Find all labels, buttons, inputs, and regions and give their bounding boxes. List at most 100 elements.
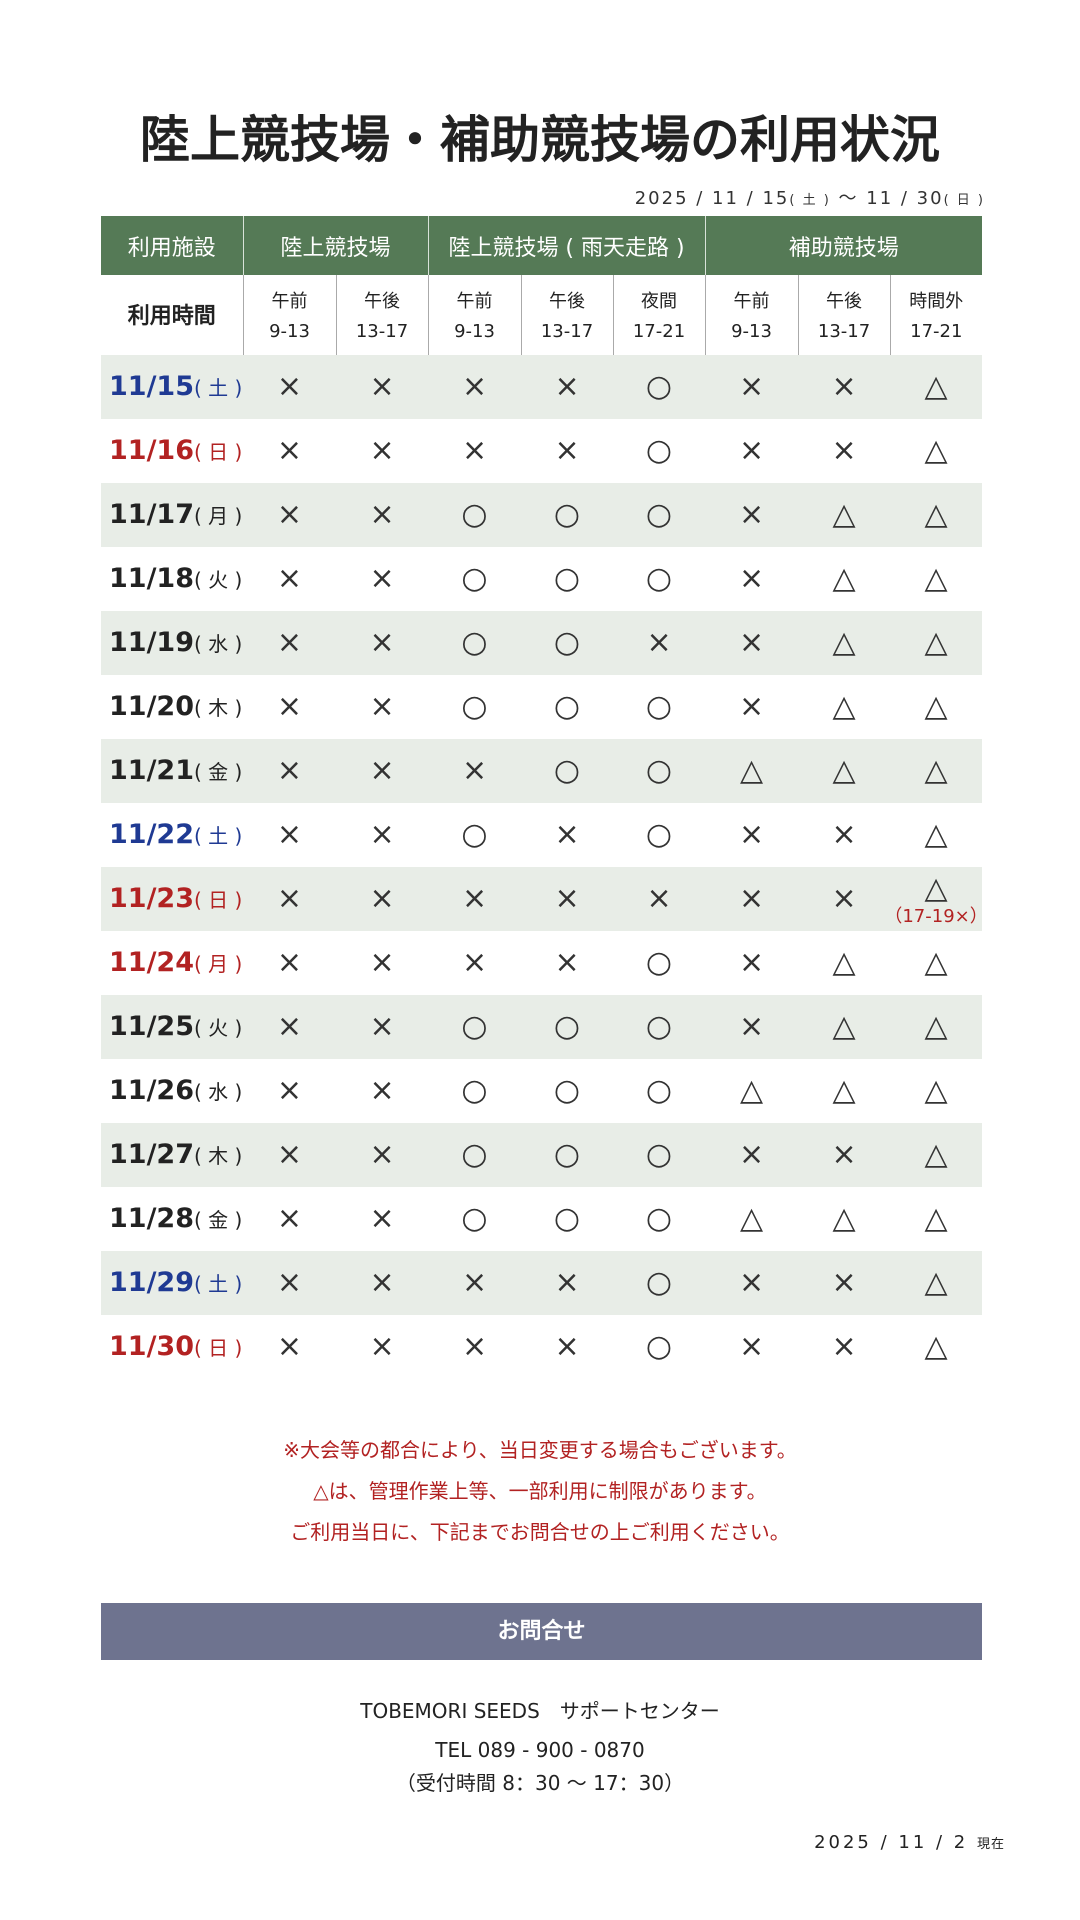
period-start-day: ( 土 ) <box>789 193 831 208</box>
status-cell: × <box>428 867 522 931</box>
slot-hours: 13-17 <box>817 321 871 342</box>
note: ※大会等の都合により、当日変更する場合もございます。 <box>283 1438 797 1462</box>
status-mark: ○ <box>461 1137 488 1172</box>
weekday: ( 火 ) <box>194 567 243 592</box>
date: 11/28 <box>109 1202 195 1234</box>
status-mark: △ <box>924 561 948 596</box>
weekday: ( 土 ) <box>194 823 243 848</box>
table-row: 11/24( 月 ) × × × × ○ × △ △ <box>101 931 982 995</box>
status-mark: ○ <box>553 1137 581 1172</box>
status-mark: △ <box>924 871 948 906</box>
status-mark: × <box>831 881 857 916</box>
status-cell: × <box>521 867 614 931</box>
date-cell: 11/20( 木 ) <box>101 675 243 739</box>
table-row: 11/30( 日 ) × × × × ○ × × △ <box>101 1315 982 1379</box>
status-mark: △ <box>739 1073 764 1108</box>
slot-name: 午前 <box>733 291 770 312</box>
status-mark: × <box>369 561 395 596</box>
status-mark: △ <box>924 625 948 660</box>
status-mark: ○ <box>553 1009 581 1044</box>
status-cell: × <box>705 483 799 547</box>
time-slot-header: 午前 9-13 <box>704 275 799 355</box>
status-cell: ○ <box>613 1123 706 1187</box>
status-cell: ○ <box>428 1187 521 1251</box>
status-mark: × <box>461 753 488 788</box>
table-row: 11/18( 火 ) × × ○ ○ ○ × △ △ <box>101 547 982 611</box>
period-sep: 〜 <box>830 188 867 209</box>
status-mark: ○ <box>645 1329 673 1364</box>
weekday: ( 日 ) <box>194 887 243 912</box>
date-cell: 11/15( 土 ) <box>101 355 243 419</box>
status-cell: × <box>243 931 336 995</box>
status-cell: ○ <box>521 611 614 675</box>
status-mark: × <box>831 1329 857 1364</box>
status-mark: × <box>738 1329 765 1364</box>
date-cell: 11/26( 水 ) <box>101 1059 243 1123</box>
status-cell: × <box>243 675 336 739</box>
status-mark: △ <box>832 561 856 596</box>
status-note: （17-19×） <box>884 906 988 927</box>
status-cell: × <box>521 355 614 419</box>
status-cell: △ <box>890 803 982 867</box>
date: 11/27 <box>109 1138 195 1170</box>
status-mark: × <box>276 817 303 852</box>
status-mark: ○ <box>461 561 488 596</box>
status-cell: ○ <box>521 995 614 1059</box>
table-row: 11/27( 木 ) × × ○ ○ ○ × × △ <box>101 1123 983 1187</box>
status-cell: × <box>428 739 522 803</box>
status-mark: × <box>276 369 303 404</box>
status-mark: × <box>738 945 765 980</box>
status-mark: △ <box>924 1201 948 1236</box>
date: 11/19 <box>109 626 195 658</box>
status-cell: △ <box>890 931 982 995</box>
date: 11/22 <box>109 818 195 850</box>
status-cell: ○ <box>613 1251 706 1315</box>
status-cell: × <box>243 867 336 931</box>
contact-tel[interactable]: TEL 089 - 900 - 0870 <box>435 1738 645 1762</box>
date-cell: 11/18( 火 ) <box>101 547 243 611</box>
date: 11/26 <box>109 1074 195 1106</box>
status-mark: △ <box>832 1073 856 1108</box>
status-cell: ○ <box>613 995 706 1059</box>
contact-hours: （受付時間 8：30 〜 17：30） <box>395 1771 685 1795</box>
status-cell: ○ <box>428 611 522 675</box>
status-mark: × <box>738 1137 765 1172</box>
status-mark: ○ <box>461 1009 488 1044</box>
status-cell: × <box>336 419 428 483</box>
status-mark: ○ <box>553 625 581 660</box>
status-cell: × <box>705 995 799 1059</box>
status-mark: × <box>276 1137 303 1172</box>
status-mark: × <box>461 1265 488 1300</box>
slot-hours: 17-21 <box>632 321 686 342</box>
table-row: 11/25( 火 ) × × ○ ○ ○ × △ △ <box>101 995 983 1059</box>
status-mark: × <box>369 817 395 852</box>
weekday: ( 金 ) <box>194 1207 243 1232</box>
status-cell: △ <box>890 1123 983 1187</box>
status-cell: × <box>705 1315 798 1379</box>
date: 11/17 <box>109 498 195 530</box>
status-mark: △ <box>739 1201 764 1236</box>
status-cell: × <box>336 547 428 611</box>
weekday: ( 土 ) <box>194 1271 243 1296</box>
weekday: ( 月 ) <box>194 503 243 528</box>
status-cell: ○ <box>521 547 613 611</box>
status-cell: ○ <box>428 995 522 1059</box>
status-cell: × <box>243 995 336 1059</box>
status-mark: ○ <box>461 1073 488 1108</box>
status-cell: △ <box>890 611 983 675</box>
status-cell: × <box>243 803 336 867</box>
status-cell: △ <box>798 483 891 547</box>
slot-name: 午前 <box>271 291 308 312</box>
slot-hours: 13-17 <box>355 321 409 342</box>
status-mark: × <box>831 433 857 468</box>
status-cell: ○ <box>613 739 706 803</box>
status-mark: △ <box>924 1329 948 1364</box>
page-title: 陸上競技場・補助競技場の利用状況 <box>140 111 940 169</box>
status-cell: × <box>798 355 891 419</box>
note: △は、管理作業上等、一部利用に制限があります。 <box>313 1479 767 1503</box>
status-mark: ○ <box>645 689 673 724</box>
status-cell: × <box>336 675 428 739</box>
date-cell: 11/21( 金 ) <box>101 739 243 803</box>
status-mark: × <box>831 1265 857 1300</box>
weekday: ( 日 ) <box>194 439 243 464</box>
